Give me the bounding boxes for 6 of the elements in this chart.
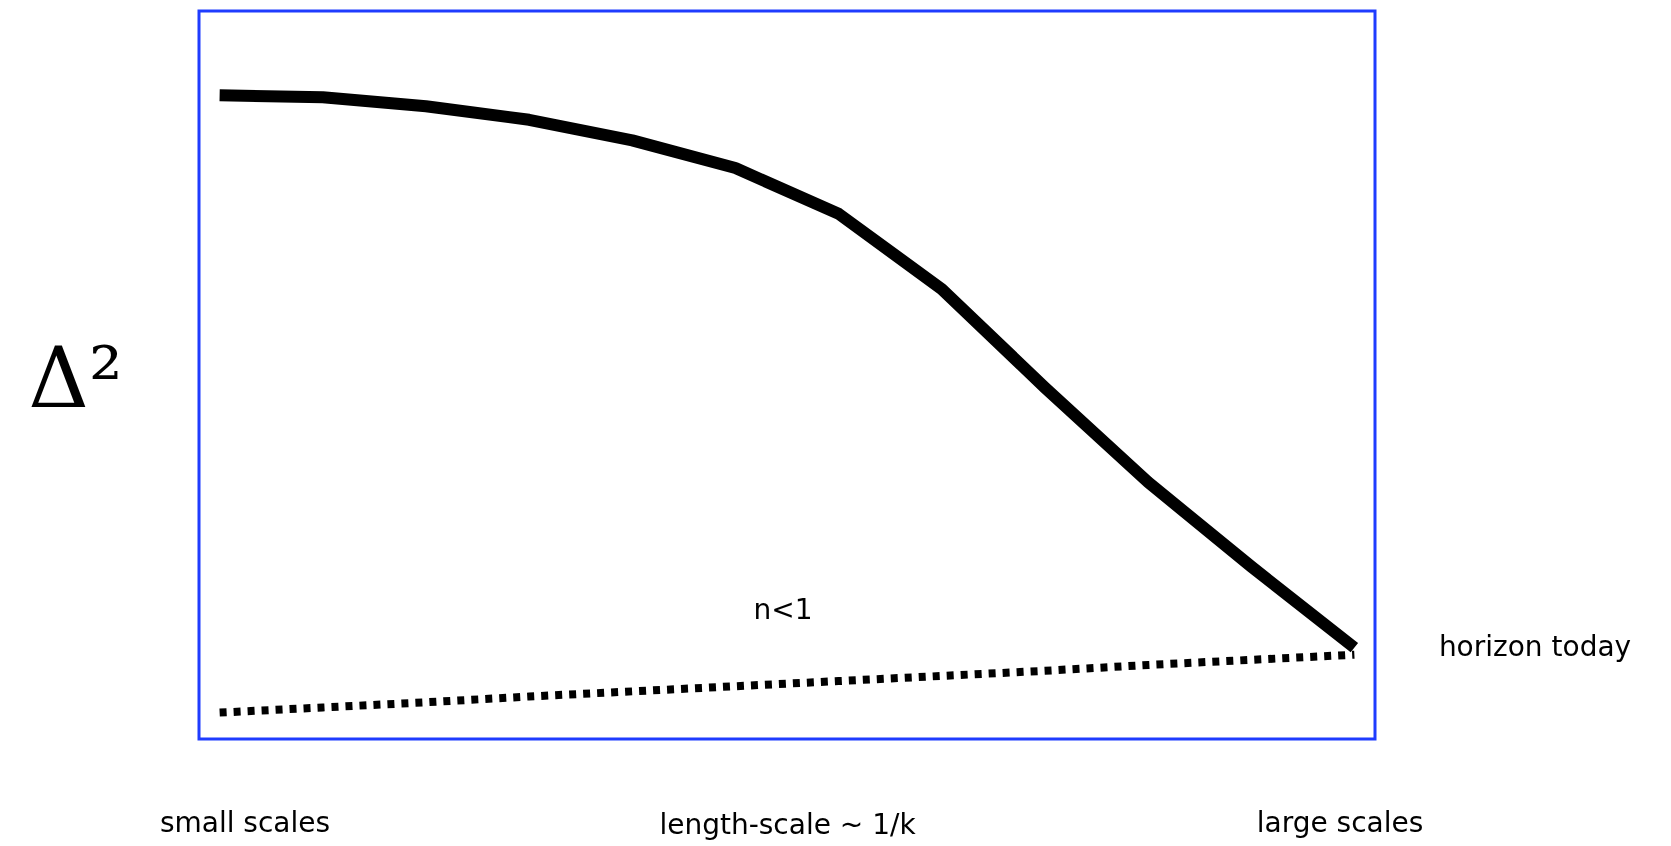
text: horizon today <box>1438 630 1632 663</box>
text: large scales <box>1256 806 1424 839</box>
y-axis-title: Δ² <box>28 328 123 427</box>
annotation: n<1 <box>753 593 813 626</box>
text: small scales <box>159 806 331 839</box>
x-axis-title: length-scale ~ 1/k <box>659 807 917 841</box>
